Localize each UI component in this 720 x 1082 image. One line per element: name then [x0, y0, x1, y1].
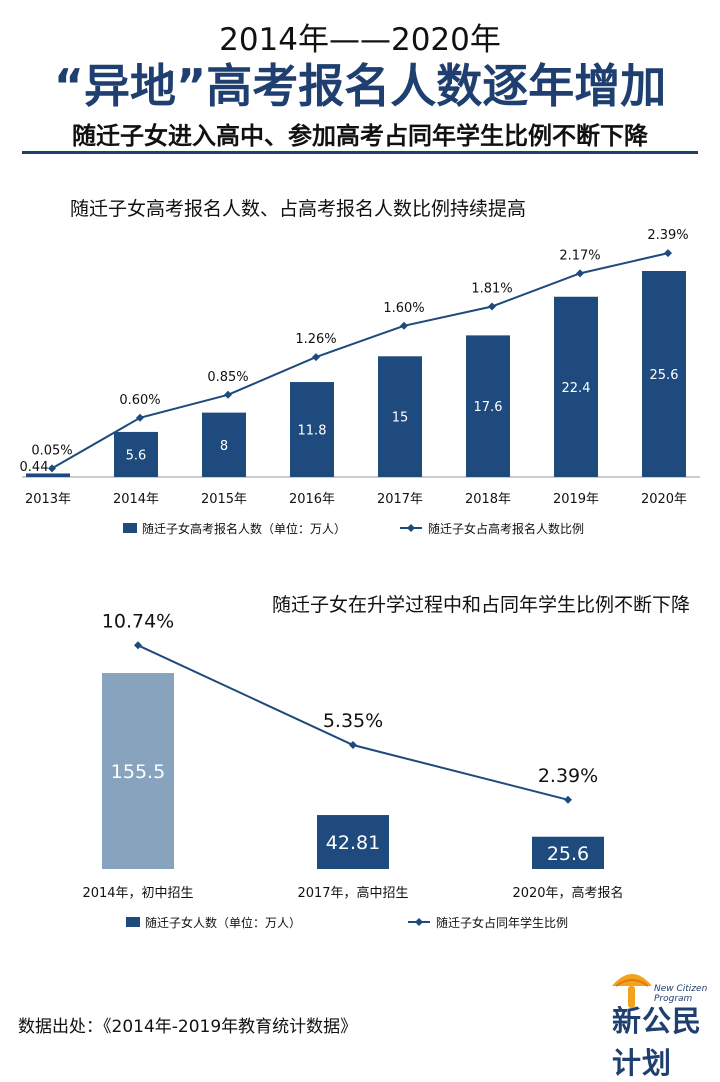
chart1-legend-bar-swatch [123, 523, 137, 533]
chart1-bar [642, 271, 686, 477]
chart1-bar [466, 335, 510, 477]
chart1-tick-label: 2014年 [113, 492, 159, 507]
chart1-bar-label: 0.44 [20, 460, 49, 475]
chart1-point-label: 2.17% [559, 248, 600, 263]
chart1-point [224, 390, 232, 399]
chart1-bar [114, 431, 158, 477]
mushroom-logo-icon [612, 974, 652, 1008]
logo: New Citizen Program 新公民计划 [608, 964, 708, 1080]
chart1-point [400, 321, 408, 330]
chart1-bar-label: 17.6 [474, 400, 503, 415]
chart1-point-label: 0.60% [119, 393, 160, 408]
chart1-bar [554, 296, 598, 477]
chart1-bar [378, 356, 422, 477]
chart1-bar-label: 25.6 [650, 368, 679, 383]
chart2-bar [102, 673, 174, 869]
chart1-point-label: 2.39% [647, 228, 688, 243]
chart1-legend-bar-label: 随迁子女高考报名人数（单位：万人） [142, 521, 346, 536]
chart1-bar-label: 15 [392, 411, 409, 426]
header-title: “异地”高考报名人数逐年增加 [53, 59, 667, 113]
chart2-point [349, 741, 357, 750]
chart2-bar [532, 836, 604, 869]
chart1-point-label: 1.60% [383, 301, 424, 316]
chart2-bar-label: 42.81 [326, 832, 380, 854]
source-note: 数据出处：《2014年-2019年教育统计数据》 [18, 1017, 358, 1037]
chart1-point [48, 464, 56, 473]
chart1-title: 随迁子女高考报名人数、占高考报名人数比例持续提高 [70, 198, 527, 220]
chart1-point-label: 1.26% [295, 332, 336, 347]
chart1-point [488, 302, 496, 311]
chart1-tick-label: 2013年 [25, 492, 71, 507]
chart2-bar [317, 815, 389, 869]
header-line1: 2014年——2020年 [219, 22, 501, 58]
chart2-bar-label: 25.6 [547, 843, 589, 865]
chart2-tick-label: 2017年，高中招生 [297, 885, 408, 901]
chart1-point [136, 413, 144, 422]
chart1-point [312, 353, 320, 362]
chart1-point-label: 1.81% [471, 281, 512, 296]
chart1-bar-label: 22.4 [562, 381, 591, 396]
chart2-bar-label: 155.5 [111, 761, 165, 783]
chart2-legend-bar-label: 随迁子女人数（单位：万人） [145, 915, 301, 930]
chart2-point-label: 5.35% [323, 710, 383, 732]
logo-chinese: 新公民计划 [612, 1004, 703, 1080]
chart2-title: 随迁子女在升学过程中和占同年学生比例不断下降 [271, 594, 690, 616]
chart2-point [134, 641, 142, 650]
chart2-tick-label: 2014年，初中招生 [82, 886, 193, 901]
chart1-tick-label: 2020年 [641, 492, 687, 507]
chart1-bar [202, 412, 246, 477]
chart2-tick-label: 2020年，高考报名 [512, 885, 623, 901]
chart1-bar [26, 473, 70, 477]
chart1-tick-label: 2016年 [289, 492, 335, 507]
chart2-point-label: 2.39% [538, 765, 598, 787]
chart2: 155.5 2014年，初中招生 42.81 2017年，高中招生 25.6 2020年，… [82, 610, 623, 930]
chart1-legend-line-marker [407, 524, 415, 532]
chart1-bar-label: 8 [220, 439, 228, 454]
chart2-point-label: 10.74% [102, 610, 174, 632]
chart2-legend-line-label: 随迁子女占同年学生比例 [436, 915, 568, 930]
chart1-tick-label: 2017年 [377, 492, 423, 507]
chart1-legend-line-label: 随迁子女占高考报名人数比例 [428, 521, 584, 536]
header-divider [22, 151, 698, 154]
logo-english: New Citizen Program [654, 984, 708, 1004]
chart1-bar-label: 11.8 [298, 424, 327, 439]
chart1-point-label: 0.05% [31, 443, 72, 458]
chart1-bar [290, 382, 334, 477]
chart2-legend-line-marker [415, 918, 423, 926]
chart2-legend-bar-swatch [126, 917, 140, 927]
chart1-point [664, 249, 672, 258]
chart1-tick-label: 2018年 [465, 492, 511, 507]
chart1-point-label: 0.85% [207, 370, 248, 385]
chart1-line [51, 252, 669, 470]
chart1: 0.44 2013年 5.6 2014年 8 2015年 11.8 2016年 15 2017年 1… [20, 228, 700, 536]
chart1-tick-label: 2015年 [201, 492, 247, 507]
chart2-point [564, 795, 572, 804]
header-subtitle: 随迁子女进入高中、参加高考占同年学生比例不断下降 [72, 122, 648, 150]
chart1-bar-label: 5.6 [126, 448, 147, 463]
chart1-tick-label: 2019年 [553, 492, 599, 507]
chart1-point [576, 269, 584, 278]
